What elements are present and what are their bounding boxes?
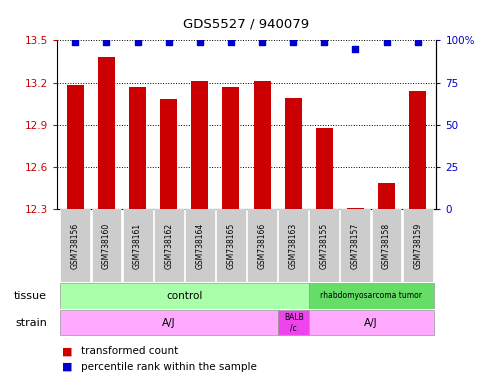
- Text: GSM738160: GSM738160: [102, 223, 111, 269]
- Text: ■: ■: [62, 346, 72, 356]
- Text: tissue: tissue: [14, 291, 47, 301]
- Bar: [372, 209, 401, 282]
- Bar: [284, 98, 302, 209]
- Bar: [409, 91, 426, 209]
- Point: [383, 39, 390, 45]
- Point: [352, 46, 359, 52]
- Bar: [191, 81, 209, 209]
- Text: GSM738156: GSM738156: [71, 223, 80, 269]
- Text: GSM738155: GSM738155: [320, 223, 329, 269]
- Text: GSM738157: GSM738157: [351, 223, 360, 269]
- Bar: [98, 57, 115, 209]
- Point: [196, 39, 204, 45]
- FancyArrow shape: [75, 286, 83, 306]
- Bar: [309, 283, 434, 309]
- Bar: [154, 209, 184, 282]
- Point: [289, 39, 297, 45]
- Text: A/J: A/J: [364, 318, 378, 328]
- Point: [227, 39, 235, 45]
- Bar: [60, 310, 278, 336]
- Bar: [278, 310, 309, 336]
- Bar: [253, 81, 271, 209]
- Text: GSM738161: GSM738161: [133, 223, 142, 269]
- Bar: [67, 85, 84, 209]
- Point: [103, 39, 110, 45]
- Text: GSM738164: GSM738164: [195, 223, 204, 269]
- Point: [414, 39, 422, 45]
- Bar: [247, 209, 277, 282]
- Bar: [403, 209, 432, 282]
- Bar: [185, 209, 215, 282]
- Text: percentile rank within the sample: percentile rank within the sample: [81, 362, 257, 372]
- Text: rhabdomyosarcoma tumor: rhabdomyosarcoma tumor: [320, 291, 422, 300]
- Point: [71, 39, 79, 45]
- Bar: [222, 87, 240, 209]
- Point: [134, 39, 141, 45]
- Text: transformed count: transformed count: [81, 346, 178, 356]
- Bar: [309, 209, 339, 282]
- Bar: [316, 127, 333, 209]
- Bar: [160, 99, 177, 209]
- Text: A/J: A/J: [162, 318, 176, 328]
- FancyArrow shape: [75, 313, 83, 333]
- Text: control: control: [166, 291, 203, 301]
- Bar: [278, 209, 308, 282]
- Bar: [61, 209, 90, 282]
- Point: [165, 39, 173, 45]
- Text: GDS5527 / 940079: GDS5527 / 940079: [183, 17, 310, 30]
- Bar: [347, 208, 364, 209]
- Text: GSM738163: GSM738163: [289, 223, 298, 269]
- Bar: [309, 310, 434, 336]
- Text: GSM738162: GSM738162: [164, 223, 173, 269]
- Text: ■: ■: [62, 362, 72, 372]
- Bar: [123, 209, 152, 282]
- Text: GSM738158: GSM738158: [382, 223, 391, 269]
- Text: GSM738166: GSM738166: [257, 223, 267, 269]
- Bar: [92, 209, 121, 282]
- Bar: [129, 87, 146, 209]
- Bar: [60, 283, 309, 309]
- Point: [258, 39, 266, 45]
- Bar: [341, 209, 370, 282]
- Text: GSM738165: GSM738165: [226, 223, 236, 269]
- Text: strain: strain: [15, 318, 47, 328]
- Text: BALB
/c: BALB /c: [284, 313, 304, 332]
- Bar: [216, 209, 246, 282]
- Point: [320, 39, 328, 45]
- Text: GSM738159: GSM738159: [413, 223, 422, 269]
- Bar: [378, 182, 395, 209]
